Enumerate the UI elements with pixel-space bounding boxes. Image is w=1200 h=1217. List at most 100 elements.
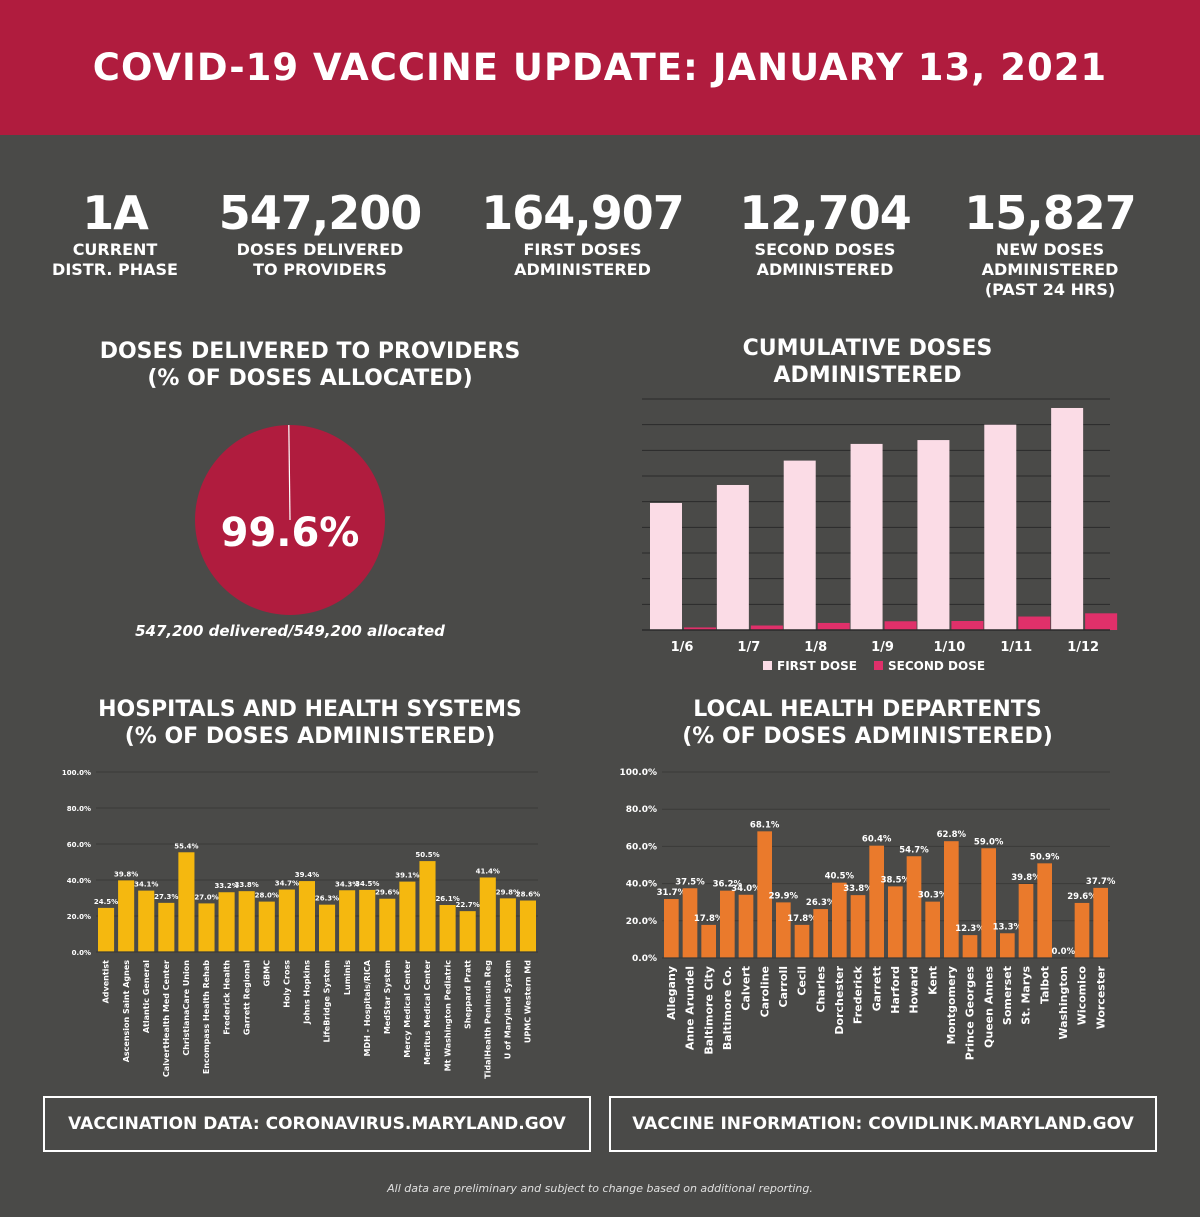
x-tick-label: Talbot (1038, 966, 1051, 1004)
bar (906, 856, 922, 958)
x-tick-label: Baltimore City (702, 966, 715, 1055)
bar (1093, 887, 1108, 958)
x-tick-label: UPMC Western Md (524, 960, 533, 1043)
y-tick-label: 100.0% (620, 768, 658, 778)
bar-second-dose (884, 621, 917, 630)
bar (962, 935, 978, 958)
x-tick-label: 1/10 (933, 640, 965, 655)
bar (682, 888, 698, 958)
x-tick-label: Mt Washington Pediatric (443, 960, 452, 1072)
bar (981, 848, 996, 958)
bar (1018, 883, 1034, 958)
vaccination-data-link[interactable]: VACCINATION DATA: CORONAVIRUS.MARYLAND.G… (43, 1096, 591, 1152)
x-tick-label: Charles (814, 966, 827, 1013)
bar (664, 899, 679, 958)
data-label: 0.0% (1052, 947, 1076, 957)
data-label: 34.0% (731, 884, 761, 894)
x-tick-label: Baltimore Co. (721, 966, 734, 1050)
bar-second-dose (1085, 613, 1118, 630)
data-label: 68.1% (750, 820, 780, 830)
stat-value: 12,704 (739, 186, 912, 240)
bar (944, 841, 959, 958)
x-tick-label: Calvert (740, 966, 753, 1011)
stat-doses-delivered: 547,200 DOSES DELIVERED TO PROVIDERS (200, 188, 440, 280)
bar (925, 901, 940, 958)
data-label: 59.0% (974, 837, 1004, 847)
bar (794, 924, 810, 958)
x-tick-label: Caroline (758, 966, 771, 1017)
x-tick-label: Adventist (102, 960, 111, 1004)
data-label: 39.8% (114, 870, 138, 878)
x-tick-label: Johns Hopkins (303, 960, 312, 1025)
data-label: 34.3% (335, 880, 359, 888)
bar (238, 891, 255, 952)
x-tick-label: U of Maryland System (504, 960, 513, 1059)
delivered-pie-chart: 99.6% (195, 425, 385, 615)
x-tick-label: Ascension Saint Agnes (122, 960, 131, 1063)
cumulative-bar-chart: 1/6 1/7 1/8 1/9 1/10 1/11 1/12 FIRST DOSE SECOND… (642, 398, 1118, 673)
y-tick-label: 40.0% (626, 880, 657, 890)
stat-new-doses: 15,827 NEW DOSES ADMINISTERED (PAST 24 H… (945, 188, 1155, 300)
data-label: 22.7% (456, 901, 480, 909)
y-tick-label: 60.0% (626, 842, 657, 852)
bar-first-dose (984, 424, 1017, 630)
data-label: 28.6% (516, 891, 540, 899)
bar (459, 911, 476, 952)
data-label: 41.4% (476, 867, 500, 875)
data-label: 40.5% (825, 872, 855, 882)
x-tick-label: Luminis (343, 960, 352, 995)
x-tick-label: Encompass Health Rehab (202, 960, 211, 1074)
cumulative-chart-title: CUMULATIVE DOSES ADMINISTERED (742, 336, 993, 388)
bar-first-dose (917, 440, 950, 630)
bar (519, 900, 536, 952)
x-tick-label: TidalHealth Peninsula Reg (483, 960, 492, 1079)
x-tick-label: Dorchester (833, 965, 846, 1034)
bar (298, 881, 315, 952)
x-tick-label: CalvertHealth Med Center (162, 960, 171, 1077)
data-label: 37.5% (675, 877, 705, 887)
bar (98, 907, 115, 952)
data-label: 37.7% (1086, 877, 1116, 887)
vaccine-info-link[interactable]: VACCINE INFORMATION: COVIDLINK.MARYLAND.… (609, 1096, 1157, 1152)
data-label: 29.6% (375, 889, 399, 897)
data-label: 30.3% (918, 891, 948, 901)
x-tick-label: Carroll (777, 966, 790, 1007)
bar (339, 890, 356, 952)
title-banner: COVID-19 VACCINE UPDATE: JANUARY 13, 202… (0, 0, 1200, 135)
x-tick-label: Mercy Medical Center (403, 960, 412, 1058)
bar-first-dose (783, 460, 816, 630)
pie-caption: 547,200 delivered/549,200 allocated (135, 622, 445, 640)
bar (158, 902, 175, 952)
x-tick-label: 1/12 (1067, 640, 1099, 655)
vaccination-data-link-label: VACCINATION DATA: CORONAVIRUS.MARYLAND.G… (68, 1114, 566, 1134)
x-tick-label: Allegany (665, 966, 678, 1020)
data-label: 39.4% (295, 871, 319, 879)
data-label: 12.3% (955, 924, 985, 934)
bar (218, 892, 235, 952)
x-tick-label: Meritus Medical Center (423, 960, 432, 1065)
delivered-chart-title: DOSES DELIVERED TO PROVIDERS (% OF DOSES… (99, 339, 521, 391)
x-tick-label: Howard (908, 966, 921, 1014)
x-tick-label: Wicomico (1076, 966, 1089, 1026)
data-label: 17.8% (787, 914, 817, 924)
data-label: 26.1% (435, 895, 459, 903)
x-tick-label: Cecil (796, 966, 809, 996)
data-label: 62.8% (937, 830, 967, 840)
data-label: 31.7% (657, 888, 687, 898)
x-tick-label: Worcester (1094, 965, 1107, 1029)
bar (888, 886, 903, 958)
data-label: 26.3% (806, 898, 836, 908)
stat-first-doses: 164,907 FIRST DOSES ADMINISTERED (460, 188, 705, 280)
stat-value: 1A (82, 186, 149, 240)
stat-label: DOSES DELIVERED TO PROVIDERS (236, 240, 404, 279)
legend-label: FIRST DOSE (777, 659, 857, 673)
data-label: 26.3% (315, 895, 339, 903)
y-tick-label: 100.0% (62, 769, 91, 777)
bar (738, 894, 754, 958)
x-tick-label: Garrett Regional (242, 960, 251, 1035)
lhd-chart-title: LOCAL HEALTH DEPARTENTS (% OF DOSES ADMI… (682, 697, 1053, 749)
bar (832, 882, 847, 958)
data-label: 55.4% (174, 842, 198, 850)
pie-slice-not-delivered (288, 425, 291, 521)
y-tick-label: 20.0% (626, 917, 657, 927)
